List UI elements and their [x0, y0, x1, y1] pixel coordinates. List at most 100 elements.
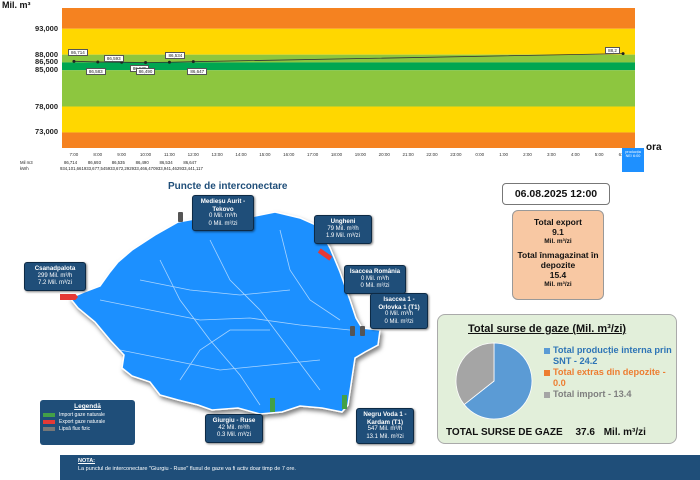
export-unit: Mil. m³/zi [544, 238, 572, 245]
chart-point [191, 60, 195, 64]
chart-band-6 [62, 132, 635, 148]
row-energy-value: 933,672,292 [107, 166, 132, 171]
point-title: Isaccea România [349, 268, 401, 275]
import-swatch-icon [43, 413, 55, 417]
storage-unit: Mil. m³/zi [544, 281, 572, 288]
interconnection-isaccea-romania[interactable]: Isaccea România 0 Mil. m³/h 0 Mil. m³/zi [344, 265, 406, 294]
chart-point [621, 52, 625, 56]
row-volume-value: 86,535 [111, 160, 125, 165]
legend-title: Legendă [74, 403, 101, 410]
import-arrow-icon [60, 294, 78, 300]
romania-map [68, 211, 381, 415]
interconnection-ungheni[interactable]: Ungheni 79 Mil. m³/h 1.9 Mil. m³/zi [314, 215, 372, 244]
point-flow-hour: 79 Mil. m³/h [327, 225, 359, 232]
row-volume-value: 86,647 [183, 160, 197, 165]
row-energy-value: 934,101,661 [59, 166, 84, 171]
x-tick-label: 1:00 [499, 152, 509, 157]
row-energy-value: 933,677,545 [83, 166, 108, 171]
point-flow-day: 1.9 Mil. m³/zi [325, 233, 360, 239]
x-tick-label: 20:00 [378, 152, 390, 157]
storage-label: Total înmagazinat în depozite [517, 250, 599, 270]
x-tick-label: 15:00 [259, 152, 271, 157]
point-flow-hour: 42 Mil. m³/h [218, 424, 250, 431]
point-title: Ungheni [330, 218, 356, 225]
x-tick-label: 21:00 [402, 152, 414, 157]
legend-label: Lipsă flux fizic [59, 426, 91, 432]
source-item-import: Total import - 13.4 [544, 389, 674, 400]
y-tick-label: 78,000 [35, 101, 58, 111]
chart-point-label: 86,647 [187, 67, 208, 75]
map-legend: Legendă Import gaze naturale Export gaze… [40, 400, 135, 445]
chart-unit-label: Mil. m³ [2, 0, 31, 10]
row-energy-value: 933,941,462 [155, 166, 180, 171]
no-flow-icon [178, 212, 183, 222]
row-volume-value: 86,714 [63, 160, 78, 165]
x-tick-label: 10:00 [139, 152, 152, 157]
end-time-marker: producția NE/ 6:00 [622, 148, 644, 172]
source-item-production: Total producție interna prin SNT - 24.2 [544, 345, 674, 367]
point-flow-day: 13.1 Mil. m³/zi [366, 433, 404, 440]
interconnection-giurgiu-ruse[interactable]: Giurgiu - Ruse 42 Mil. m³/h 0.3 Mil. m³/… [205, 414, 263, 443]
x-tick-label: 12:00 [187, 152, 199, 157]
row-energy-value: 933,466,470 [131, 166, 156, 171]
x-tick-label: 13:00 [211, 152, 223, 157]
row-volume-value: 86,490 [135, 160, 149, 165]
chart-point-label: 86,593 [103, 54, 124, 62]
row-volume-value: 86,693 [87, 160, 101, 165]
interconnection-negru-voda[interactable]: Negru Voda 1 - Kardam (T1) 547 Mil. m³/h… [356, 408, 414, 444]
gas-sources-panel: Total surse de gaze (Mil. m³/zi) Total p… [437, 314, 677, 444]
interconnection-medieșu[interactable]: Medieșu Aurit - Tekovo 0 Mil. m³/h 0 Mil… [192, 195, 254, 231]
point-flow-hour: 547 Mil. m³/h [367, 426, 403, 432]
production-swatch-icon [544, 348, 550, 354]
x-tick-label: 11:00 [163, 152, 175, 157]
chart-point [144, 60, 148, 64]
point-flow-day: 0.3 Mil. m³/zi [216, 432, 251, 438]
chart-point-label: 86,714 [67, 49, 88, 57]
legend-item-import: Import gaze naturale [43, 412, 132, 418]
point-title: Negru Voda 1 - Kardam (T1) [363, 411, 407, 426]
x-tick-label: 7:00 [69, 152, 79, 157]
note-text: La punctul de interconectare "Giurgiu - … [78, 466, 296, 472]
x-axis-title: ora [646, 142, 662, 153]
sources-legend: Total producție interna prin SNT - 24.2 … [544, 345, 674, 400]
export-swatch-icon [43, 420, 55, 424]
chart-band-0 [62, 8, 635, 29]
import-swatch-icon [544, 392, 550, 398]
row-label: kWh [20, 166, 29, 171]
point-flow-day: 7.2 Mil. m³/zi [37, 280, 72, 286]
data-row-volume: Mil m3 [20, 160, 33, 165]
x-tick-label: 5:00 [594, 152, 604, 157]
storage-swatch-icon [544, 370, 550, 376]
chart-point-label: 86,534 [165, 52, 186, 60]
x-tick-label: 18:00 [330, 152, 343, 157]
no-flow-icon [350, 326, 355, 336]
x-tick-label: 14:00 [235, 152, 247, 157]
interconnection-isaccea1-orlovka[interactable]: Isaccea 1 - Orlovka 1 (T1) 0 Mil. m³/h 0… [370, 293, 428, 329]
row-energy-value: 933,441,117 [179, 166, 203, 171]
no-flow-icon [360, 326, 365, 336]
point-flow-hour: 299 Mil. m³/h [37, 272, 73, 279]
source-label: Total import - 13.4 [553, 389, 632, 399]
map-title: Puncte de interconectare [168, 181, 288, 192]
chart-band-4 [62, 70, 635, 107]
chart-point-label: 86,490 [135, 68, 156, 76]
data-row-energy: kWh [20, 166, 29, 171]
datetime-label: 06.08.2025 12:00 [514, 188, 598, 200]
note-title: NOTA: [78, 458, 96, 464]
x-tick-label: 8:00 [93, 152, 103, 157]
chart-band-3 [62, 62, 635, 71]
note-banner: NOTA: La punctul de interconectare "Giur… [60, 455, 700, 480]
export-arrow-icon [270, 398, 275, 412]
y-tick-label: 85,000 [35, 65, 58, 75]
x-tick-label: 23:00 [450, 152, 462, 157]
chart-band-1 [62, 28, 635, 55]
x-tick-label: 16:00 [283, 152, 295, 157]
pie-slice [455, 342, 495, 406]
legend-label: Import gaze naturale [59, 412, 105, 418]
point-title: Medieșu Aurit - Tekovo [200, 198, 246, 213]
export-label: Total export [533, 217, 582, 227]
export-value: 9.1 [552, 227, 564, 237]
interconnection-csanadpalota[interactable]: Csanadpalota 299 Mil. m³/h 7.2 Mil. m³/z… [24, 262, 86, 291]
chart-band-5 [62, 106, 635, 133]
x-tick-label: 19:00 [354, 152, 367, 157]
